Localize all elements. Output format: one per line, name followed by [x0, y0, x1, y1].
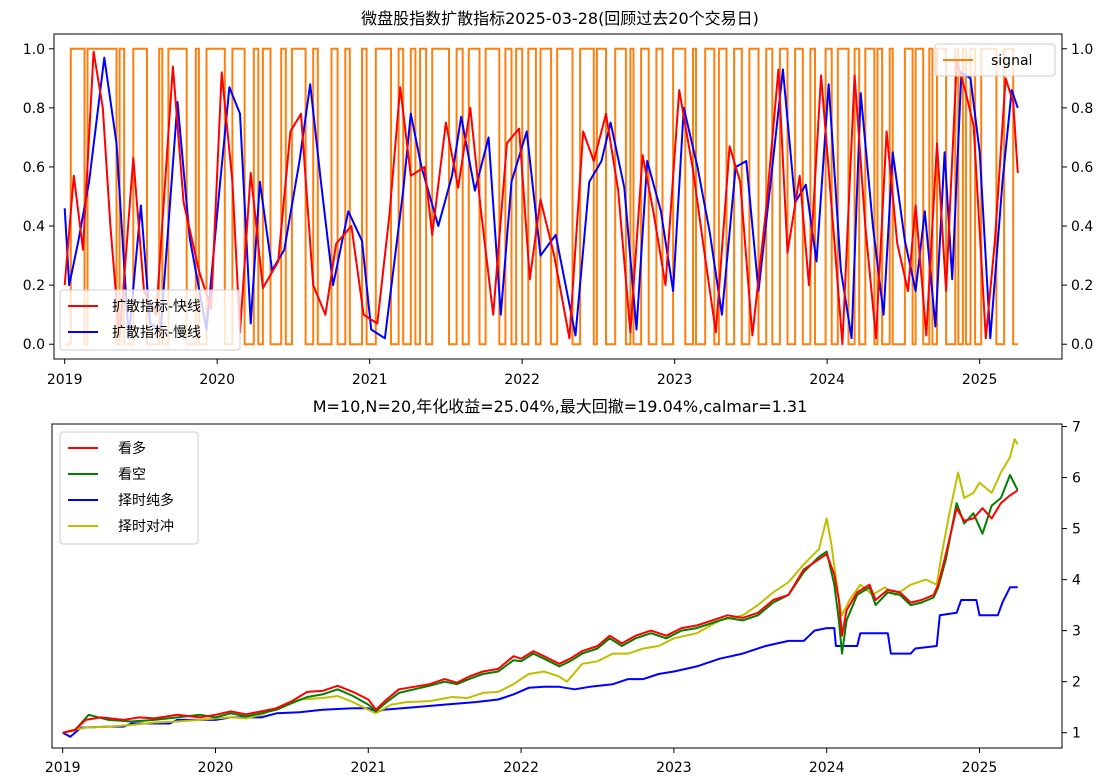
signal-legend: signal — [934, 43, 1056, 77]
y-right-tick-label: 0.2 — [1071, 278, 1093, 294]
x-tick-label: 2021 — [352, 372, 388, 388]
nav-axes: 2019 2020 2021 2022 2023 2024 2025 1 2 3 4 5 6 7 — [45, 420, 1081, 776]
y-right-tick-label: 7 — [1072, 420, 1081, 436]
y-tick-label: 0.6 — [23, 160, 45, 176]
y-tick-label: 1.0 — [23, 42, 45, 58]
legend-label: 看空 — [118, 467, 146, 483]
legend-box — [59, 431, 199, 545]
y-right-tick-label: 3 — [1072, 624, 1081, 640]
legend-label: signal — [991, 53, 1032, 69]
y-right-tick-label: 1 — [1072, 726, 1081, 742]
y-right-tick-label: 1.0 — [1071, 42, 1093, 58]
y-tick-label: 0.2 — [23, 278, 45, 294]
y-right-tick-label: 2 — [1072, 675, 1081, 691]
x-tick-label: 2025 — [962, 372, 998, 388]
y-right-tick-label: 0.4 — [1071, 219, 1093, 235]
nav-series — [62, 438, 1019, 738]
timing-hedge-line — [62, 438, 1019, 734]
short-line — [62, 474, 1019, 734]
legend-label: 看多 — [118, 440, 146, 457]
x-tick-label: 2024 — [809, 760, 845, 776]
nav-chart-title: M=10,N=20,年化收益=25.04%,最大回撤=19.04%,calmar… — [313, 397, 808, 416]
y-tick-label: 0.0 — [23, 337, 45, 353]
legend-label: 扩散指标-慢线 — [112, 324, 201, 341]
diffusion-series — [63, 47, 1019, 346]
diffusion-panel: 微盘股指数扩散指标2025-03-28(回顾过去20个交易日) 2019 2020… — [23, 9, 1094, 388]
legend-label: 择时对冲 — [118, 519, 174, 535]
legend-box — [934, 43, 1056, 77]
y-tick-label: 0.8 — [23, 101, 45, 117]
timing-long-line — [62, 586, 1018, 738]
y-right-tick-label: 0.8 — [1071, 101, 1093, 117]
x-tick-label: 2024 — [809, 372, 845, 388]
y-tick-label: 0.4 — [23, 219, 45, 235]
legend-label: 择时纯多 — [118, 492, 174, 509]
x-tick-label: 2022 — [503, 760, 539, 776]
diffusion-axes: 2019 2020 2021 2022 2023 2024 2025 0.0 0.2 0.4 0.6… — [23, 42, 1094, 388]
diffusion-axes-frame — [53, 33, 1063, 360]
x-tick-label: 2022 — [504, 372, 540, 388]
slow-line — [63, 56, 1019, 340]
diffusion-chart-title: 微盘股指数扩散指标2025-03-28(回顾过去20个交易日) — [361, 9, 759, 28]
x-tick-label: 2021 — [350, 760, 386, 776]
x-tick-label: 2025 — [962, 760, 998, 776]
nav-axes-frame — [51, 423, 1063, 749]
y-right-tick-label: 4 — [1072, 573, 1081, 589]
fast-line — [63, 50, 1019, 346]
x-tick-label: 2020 — [199, 372, 235, 388]
x-tick-label: 2023 — [657, 372, 693, 388]
legend-label: 扩散指标-快线 — [112, 299, 201, 315]
signal-line — [64, 47, 1018, 346]
y-right-tick-label: 0.6 — [1071, 160, 1093, 176]
x-tick-label: 2023 — [656, 760, 692, 776]
y-right-tick-label: 0.0 — [1071, 337, 1093, 353]
x-tick-label: 2019 — [45, 760, 81, 776]
long-line — [62, 489, 1019, 734]
y-right-tick-label: 6 — [1072, 471, 1081, 487]
legend-box — [59, 289, 241, 351]
x-tick-label: 2020 — [198, 760, 234, 776]
nav-panel: M=10,N=20,年化收益=25.04%,最大回撤=19.04%,calmar… — [45, 397, 1081, 776]
y-right-tick-label: 5 — [1072, 522, 1081, 538]
x-tick-label: 2019 — [47, 372, 83, 388]
